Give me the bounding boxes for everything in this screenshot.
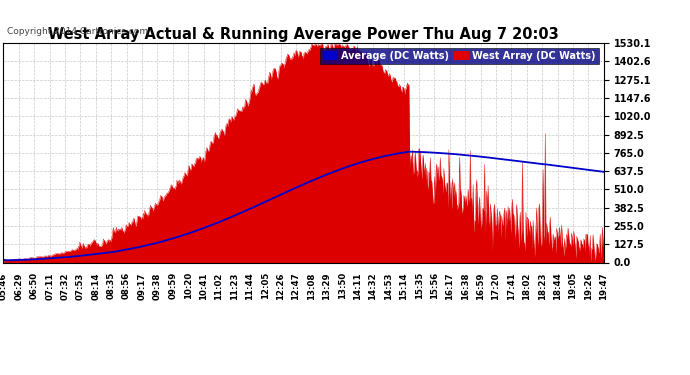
Text: Copyright 2014 Cartronics.com: Copyright 2014 Cartronics.com — [7, 27, 148, 36]
Legend: Average (DC Watts), West Array (DC Watts): Average (DC Watts), West Array (DC Watts… — [319, 48, 599, 64]
Title: West Array Actual & Running Average Power Thu Aug 7 20:03: West Array Actual & Running Average Powe… — [48, 27, 559, 42]
